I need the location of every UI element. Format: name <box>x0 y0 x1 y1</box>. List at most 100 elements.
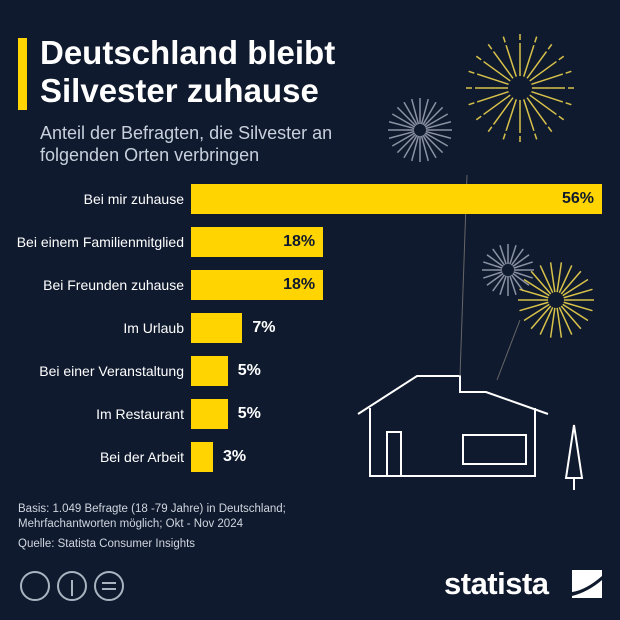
walls <box>369 408 536 477</box>
value-label: 7% <box>252 319 276 336</box>
category-label: Bei mir zuhause <box>83 190 184 207</box>
firework-ray <box>562 303 589 322</box>
firework-ray <box>396 133 417 154</box>
firework-ray <box>534 133 538 140</box>
category-label: Im Restaurant <box>96 405 184 422</box>
firework-ray <box>422 134 437 159</box>
firework-ray <box>475 115 482 121</box>
firework-ray <box>492 97 514 125</box>
firework-ray <box>492 274 506 292</box>
roof <box>357 375 549 415</box>
firework-ray <box>526 51 548 79</box>
firework-ray <box>486 272 504 286</box>
firework-ray <box>420 98 430 125</box>
firework-ray <box>513 261 533 269</box>
bar <box>191 356 228 386</box>
brand-logo: statista <box>444 566 549 601</box>
firework-ray <box>396 106 417 127</box>
firework-ray <box>492 51 514 79</box>
firework-ray <box>558 265 573 294</box>
firework-ray <box>523 303 550 322</box>
category-label: Bei einem Familienmitglied <box>16 233 184 250</box>
firework-ray <box>549 262 556 293</box>
firework-ray <box>563 288 593 299</box>
bar <box>191 442 214 472</box>
value-label: 5% <box>237 405 261 422</box>
firework-ray <box>423 133 444 154</box>
firework-ray <box>391 113 416 128</box>
firework-ray <box>505 44 518 77</box>
firework-ray <box>519 301 549 312</box>
value-label: 18% <box>283 276 316 293</box>
firework-ray <box>519 288 549 299</box>
firework-ray <box>483 60 511 82</box>
firework-ray <box>560 305 582 330</box>
firework-ray <box>512 254 530 268</box>
firework-ray <box>558 55 565 61</box>
firework-ray <box>565 70 572 74</box>
firework-ray <box>547 43 553 50</box>
firework-ray <box>425 120 452 130</box>
firework-ray <box>468 102 475 106</box>
firework-ray <box>403 134 418 159</box>
firework-ray <box>530 270 552 295</box>
firework-ray <box>560 270 582 295</box>
firework-ray <box>539 306 554 335</box>
fireworks <box>388 34 594 338</box>
firework-ray <box>510 274 524 292</box>
firework-ray <box>502 133 506 140</box>
category-label: Bei der Arbeit <box>99 448 184 465</box>
firework-ray <box>526 97 548 125</box>
firework-ray <box>388 120 415 130</box>
category-label: Bei Freunden zuhause <box>43 276 184 293</box>
firework-ray <box>403 101 418 126</box>
trail <box>496 319 521 381</box>
firework-ray <box>558 115 565 121</box>
firework-ray <box>410 98 420 125</box>
bar <box>191 227 324 257</box>
firework-ray <box>547 126 553 133</box>
bar <box>191 399 228 429</box>
firework-ray <box>499 275 507 295</box>
firework-ray <box>549 307 556 338</box>
firework-ray <box>513 271 533 279</box>
bar <box>191 313 243 343</box>
firework-ray <box>422 101 437 126</box>
firework-ray <box>483 261 503 269</box>
firework-ray <box>512 272 530 286</box>
firework-ray <box>565 102 572 106</box>
firework-ray <box>556 307 563 338</box>
bar <box>191 270 324 300</box>
firework-ray <box>410 135 420 162</box>
firework-ray <box>492 248 506 266</box>
license-icons <box>20 571 124 601</box>
footnote: Basis: 1.049 Befragte (18 -79 Jahre) in … <box>18 503 286 530</box>
category-label: Im Urlaub <box>123 319 184 336</box>
chart-subtitle: Anteil der Befragten, die Silvester an f… <box>40 123 333 165</box>
door <box>386 431 402 477</box>
value-label: 3% <box>223 448 247 465</box>
firework-ray <box>502 36 506 43</box>
icon <box>20 571 50 601</box>
firework-ray <box>424 132 449 147</box>
firework-ray <box>539 265 554 294</box>
title-accent <box>18 38 27 110</box>
firework-ray <box>424 113 449 128</box>
house <box>357 174 584 490</box>
firework-ray <box>476 73 509 86</box>
tree <box>564 424 584 479</box>
firework-ray <box>531 73 564 86</box>
firework-ray <box>529 94 557 116</box>
firework-ray <box>475 55 482 61</box>
chart-title: Deutschland bleibt Silvester zuhause <box>40 34 336 109</box>
firework-ray <box>562 278 589 297</box>
value-label: 5% <box>237 362 261 379</box>
firework-ray <box>425 130 452 140</box>
firework-ray <box>487 126 493 133</box>
firework-ray <box>522 99 535 132</box>
icon <box>94 571 124 601</box>
firework-ray <box>529 60 557 82</box>
category-label: Bei einer Veranstaltung <box>39 362 184 379</box>
